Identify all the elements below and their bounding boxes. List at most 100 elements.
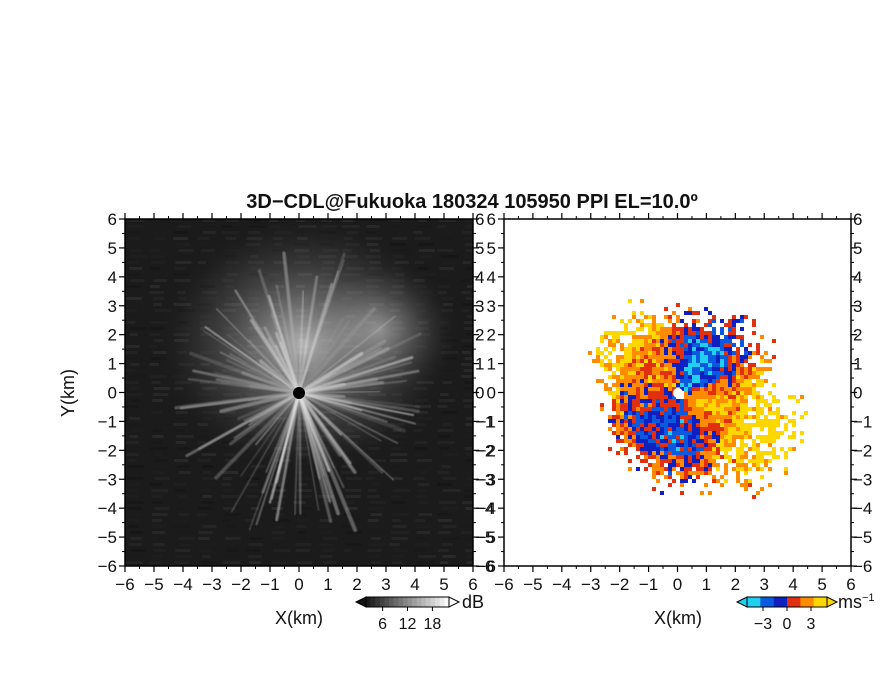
velocity-cell	[664, 339, 668, 343]
reflectivity-noise-cell	[415, 519, 426, 522]
reflectivity-noise-cell	[151, 411, 162, 414]
velocity-cell	[660, 375, 664, 379]
velocity-cell	[668, 455, 672, 459]
velocity-cell	[656, 439, 660, 443]
reflectivity-ray	[297, 306, 377, 395]
velocity-cell	[680, 491, 684, 495]
reflectivity-noise-cell	[438, 549, 449, 552]
velocity-cell	[652, 471, 656, 475]
colorbar-extend-high	[448, 596, 461, 608]
reflectivity-noise-cell	[177, 501, 188, 504]
y-tick-label-reflectivity: −2	[98, 441, 117, 460]
reflectivity-noise-cell	[149, 333, 160, 336]
velocity-cell	[660, 431, 664, 435]
velocity-cell	[624, 451, 628, 455]
velocity-cell	[712, 339, 716, 343]
velocity-cell	[620, 331, 624, 335]
x-tick-label-doppler-velocity: 0	[673, 575, 682, 594]
velocity-cell	[664, 395, 668, 399]
velocity-cell	[652, 343, 656, 347]
velocity-cell	[724, 323, 728, 327]
reflectivity-noise-cell	[154, 417, 172, 420]
reflectivity-noise-cell	[318, 531, 335, 534]
velocity-cell	[660, 427, 664, 431]
velocity-cell	[616, 335, 620, 339]
reflectivity-noise-cell	[463, 327, 473, 330]
velocity-cell	[724, 451, 728, 455]
reflectivity-noise-cell	[174, 561, 190, 564]
reflectivity-noise-cell	[221, 495, 239, 498]
velocity-cell	[628, 331, 632, 335]
velocity-cell	[640, 403, 644, 407]
velocity-cell	[628, 435, 632, 439]
velocity-cell	[672, 383, 676, 387]
colorbar-swatch	[747, 597, 761, 607]
velocity-cell	[656, 407, 660, 411]
velocity-cell	[668, 463, 672, 467]
velocity-cell	[756, 367, 760, 371]
velocity-cell	[632, 387, 636, 391]
reflectivity-noise-cell	[125, 495, 140, 498]
reflectivity-noise-cell	[464, 489, 473, 492]
reflectivity-noise-cell	[344, 489, 362, 492]
velocity-cell	[672, 411, 676, 415]
velocity-cell	[732, 427, 736, 431]
velocity-cell	[724, 435, 728, 439]
velocity-cell	[660, 419, 664, 423]
velocity-cell	[628, 351, 632, 355]
reflectivity-ray	[298, 392, 394, 481]
velocity-cell	[656, 375, 660, 379]
reflectivity-noise-cell	[392, 519, 401, 522]
reflectivity-noise-cell	[125, 561, 143, 564]
velocity-cell	[636, 447, 640, 451]
reflectivity-noise-cell	[197, 459, 211, 462]
velocity-cell	[744, 467, 748, 471]
velocity-cell	[688, 407, 692, 411]
velocity-cell	[640, 427, 644, 431]
reflectivity-noise-cell	[174, 519, 188, 522]
velocity-cell	[732, 315, 736, 319]
reflectivity-noise-cell	[154, 453, 163, 456]
velocity-cell	[724, 379, 728, 383]
reflectivity-noise-cell	[461, 309, 470, 312]
velocity-cell	[672, 435, 676, 439]
reflectivity-noise-cell	[125, 453, 139, 456]
velocity-cell	[636, 403, 640, 407]
velocity-cell	[716, 395, 720, 399]
velocity-cell	[644, 455, 648, 459]
reflectivity-noise-cell	[245, 519, 254, 522]
velocity-cell	[688, 391, 692, 395]
reflectivity-ray	[214, 391, 301, 480]
velocity-cell	[632, 359, 636, 363]
velocity-cell	[608, 343, 612, 347]
y-tick-label-right-reflectivity: 6	[475, 210, 484, 229]
velocity-cell	[748, 407, 752, 411]
velocity-cell	[800, 431, 804, 435]
velocity-cell	[748, 351, 752, 355]
reflectivity-noise-cell	[441, 465, 451, 468]
velocity-cell	[736, 471, 740, 475]
reflectivity-noise-cell	[392, 525, 407, 528]
velocity-cell	[696, 407, 700, 411]
velocity-cell	[640, 367, 644, 371]
velocity-cell	[720, 475, 724, 479]
velocity-cell	[628, 387, 632, 391]
reflectivity-noise-cell	[152, 435, 164, 438]
velocity-cell	[688, 463, 692, 467]
velocity-cell	[668, 387, 672, 391]
velocity-cell	[664, 391, 668, 395]
colorbar-swatch	[430, 597, 436, 607]
x-tick-label-doppler-velocity: −2	[610, 575, 629, 594]
velocity-cell	[724, 479, 728, 483]
velocity-cell	[648, 423, 652, 427]
x-tick-label-reflectivity: −1	[260, 575, 279, 594]
velocity-cell	[676, 331, 680, 335]
velocity-cell	[732, 367, 736, 371]
y-tick-label-reflectivity: 6	[108, 210, 117, 229]
velocity-cell	[676, 367, 680, 371]
colorbar-swatch	[760, 597, 774, 607]
velocity-cell	[748, 387, 752, 391]
velocity-cell	[640, 399, 644, 403]
velocity-cell	[776, 399, 780, 403]
velocity-cell	[704, 371, 708, 375]
